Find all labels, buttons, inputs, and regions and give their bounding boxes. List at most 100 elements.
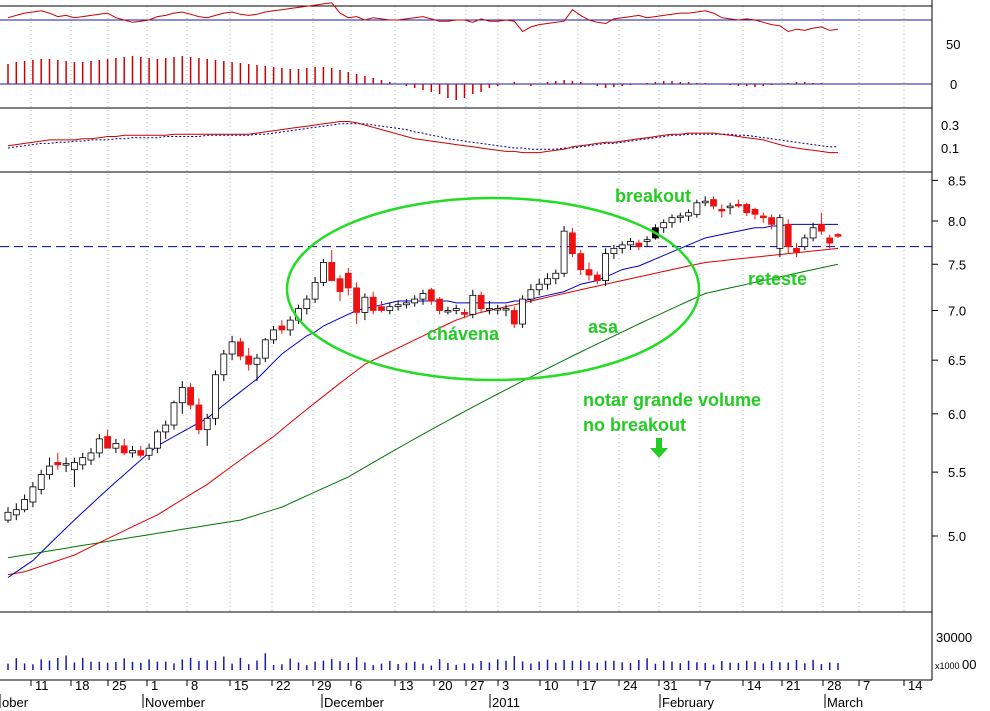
candlestick	[527, 284, 535, 303]
candlestick	[228, 335, 236, 361]
candlestick	[29, 481, 37, 508]
candle-body	[344, 272, 352, 289]
candlestick	[319, 258, 327, 287]
x-tick-label: 29	[317, 678, 331, 693]
annotation-volume-line2: no breakout	[583, 415, 686, 435]
rsi-line	[7, 2, 839, 33]
candle-body	[660, 222, 668, 229]
candlestick	[120, 438, 128, 456]
macd-histogram-panel	[0, 56, 932, 100]
ma50-line	[7, 247, 839, 576]
candle-body	[278, 325, 286, 331]
candlestick	[718, 204, 726, 218]
candlestick	[834, 232, 842, 238]
candlestick	[627, 237, 634, 251]
rsi-panel	[0, 2, 932, 33]
candle-body	[668, 217, 676, 224]
month-label: February	[662, 695, 715, 710]
candlestick	[328, 250, 336, 281]
candlestick	[818, 212, 825, 235]
candle-body	[187, 387, 195, 406]
candlestick	[236, 337, 244, 361]
candlestick	[394, 300, 402, 311]
candlestick	[419, 289, 427, 305]
candlestick	[602, 248, 609, 287]
volume-tick-00: 00	[962, 657, 976, 672]
candlestick	[801, 234, 809, 251]
ma100-line	[7, 263, 839, 559]
candlestick	[793, 243, 800, 258]
candle-body	[195, 404, 203, 431]
candle-body	[303, 298, 311, 309]
candlestick	[660, 219, 668, 233]
candle-body	[71, 462, 78, 471]
candlestick	[436, 297, 444, 315]
candle-body	[153, 431, 161, 449]
candle-body	[618, 244, 626, 249]
x-tick-label: 3	[502, 678, 509, 693]
candlestick	[378, 300, 385, 313]
annotation-reteste: reteste	[748, 269, 807, 289]
down-arrow-icon	[650, 438, 668, 458]
macd-tick-0.1: 0.1	[941, 141, 959, 156]
x-tick-label: 11	[35, 678, 49, 693]
x-tick-label: 6	[355, 678, 362, 693]
candlestick	[261, 337, 269, 363]
candle-body	[776, 217, 784, 249]
annotation-chavena: chávena	[427, 324, 500, 344]
candle-body	[569, 232, 576, 255]
annotation-asa: asa	[588, 317, 619, 337]
candle-body	[378, 306, 385, 311]
candlestick	[79, 452, 87, 470]
candlestick	[87, 448, 95, 465]
month-label: December	[324, 695, 385, 710]
candlestick	[336, 275, 344, 301]
candlestick	[676, 212, 684, 223]
x-tick-label: 28	[827, 678, 841, 693]
candle-body	[4, 511, 12, 521]
volume-unit: x1000	[935, 661, 960, 671]
candlestick	[768, 214, 775, 230]
candlestick	[452, 304, 460, 315]
candle-body	[643, 239, 651, 242]
candle-body	[469, 294, 477, 315]
x-tick-label: 31	[663, 678, 677, 693]
candle-body	[245, 355, 253, 365]
candle-body	[402, 302, 410, 306]
candle-body	[602, 253, 609, 281]
candlestick	[137, 445, 145, 458]
candle-body	[427, 289, 435, 302]
candlestick	[469, 289, 477, 319]
x-tick-label: 7	[704, 678, 711, 693]
candlestick	[62, 457, 70, 473]
candle-body	[718, 208, 726, 212]
candlestick	[751, 207, 759, 220]
candlestick	[37, 469, 45, 495]
cup-handle-ellipse	[285, 196, 701, 382]
candlestick	[535, 278, 543, 296]
candle-body	[120, 445, 128, 454]
candlestick	[253, 354, 261, 382]
x-tick-label: 8	[191, 678, 198, 693]
candlestick	[203, 413, 211, 446]
candlestick	[278, 320, 286, 334]
candlestick	[444, 306, 452, 315]
candle-body	[593, 274, 601, 281]
x-tick-label: 14	[747, 678, 761, 693]
candlestick	[212, 370, 219, 426]
candle-body	[212, 374, 219, 419]
candlestick	[112, 438, 120, 453]
month-label: ober	[2, 695, 29, 710]
candle-body	[369, 296, 377, 311]
candle-body	[62, 463, 70, 466]
candlestick	[784, 219, 792, 254]
candle-body	[461, 312, 468, 315]
candlestick	[668, 214, 676, 228]
volume-panel	[7, 653, 839, 670]
candlestick	[552, 269, 560, 285]
candle-body	[336, 278, 344, 293]
candle-body	[95, 438, 103, 454]
candlestick	[195, 398, 203, 435]
price-tick-label: 8.5	[948, 173, 966, 188]
candle-body	[203, 417, 211, 431]
